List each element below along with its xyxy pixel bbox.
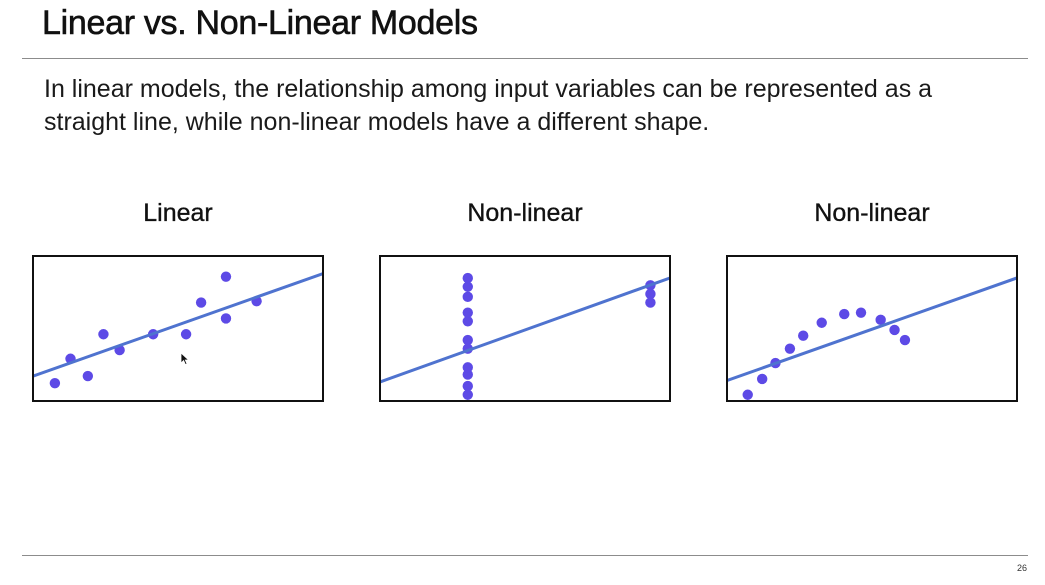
data-point xyxy=(462,369,473,380)
plot-nonlinear-2 xyxy=(726,255,1018,402)
data-point xyxy=(98,329,109,340)
data-point xyxy=(875,314,886,326)
data-point xyxy=(784,343,796,354)
data-point xyxy=(462,281,473,292)
plot-nonlinear-1 xyxy=(379,255,671,402)
trend-line xyxy=(33,272,323,378)
plot-frame xyxy=(32,255,324,402)
data-point xyxy=(195,297,207,308)
data-point xyxy=(220,271,232,282)
plot-panel-linear xyxy=(32,255,324,402)
footer-divider xyxy=(22,555,1028,556)
data-point xyxy=(462,291,473,303)
panel-title-linear: Linear xyxy=(143,199,213,227)
slide-body-text: In linear models, the relationship among… xyxy=(44,75,933,136)
data-point xyxy=(180,329,192,340)
data-point xyxy=(839,308,850,320)
panel-title-nonlinear-2: Non-linear xyxy=(814,199,930,227)
data-point xyxy=(899,334,911,346)
title-divider xyxy=(22,58,1028,59)
trend-line xyxy=(380,276,670,384)
plot-frame xyxy=(726,255,1018,402)
slide-title: Linear vs. Non-Linear Models xyxy=(42,4,479,43)
data-point xyxy=(645,297,656,308)
data-point xyxy=(462,334,473,346)
data-point xyxy=(82,370,94,382)
data-point xyxy=(462,307,473,318)
data-point xyxy=(742,389,753,400)
mouse-cursor-icon xyxy=(180,352,190,366)
plot-panel-nonlinear-2 xyxy=(726,255,1018,402)
page-number: 26 xyxy=(1016,563,1027,573)
data-point xyxy=(49,378,61,389)
data-point xyxy=(645,288,656,300)
data-point xyxy=(462,362,473,373)
data-point xyxy=(462,380,473,392)
data-point xyxy=(855,307,867,318)
plot-panel-nonlinear-1 xyxy=(379,255,671,402)
data-point xyxy=(462,272,473,284)
data-point xyxy=(756,373,768,385)
data-point xyxy=(889,324,900,336)
data-point xyxy=(462,389,473,400)
plot-frame xyxy=(379,255,671,402)
plot-linear xyxy=(32,255,324,402)
data-point xyxy=(220,313,232,324)
trend-line xyxy=(727,276,1017,382)
data-point xyxy=(816,317,827,328)
panel-title-nonlinear-1: Non-linear xyxy=(467,199,583,227)
data-point xyxy=(462,316,473,327)
data-point xyxy=(798,330,809,341)
